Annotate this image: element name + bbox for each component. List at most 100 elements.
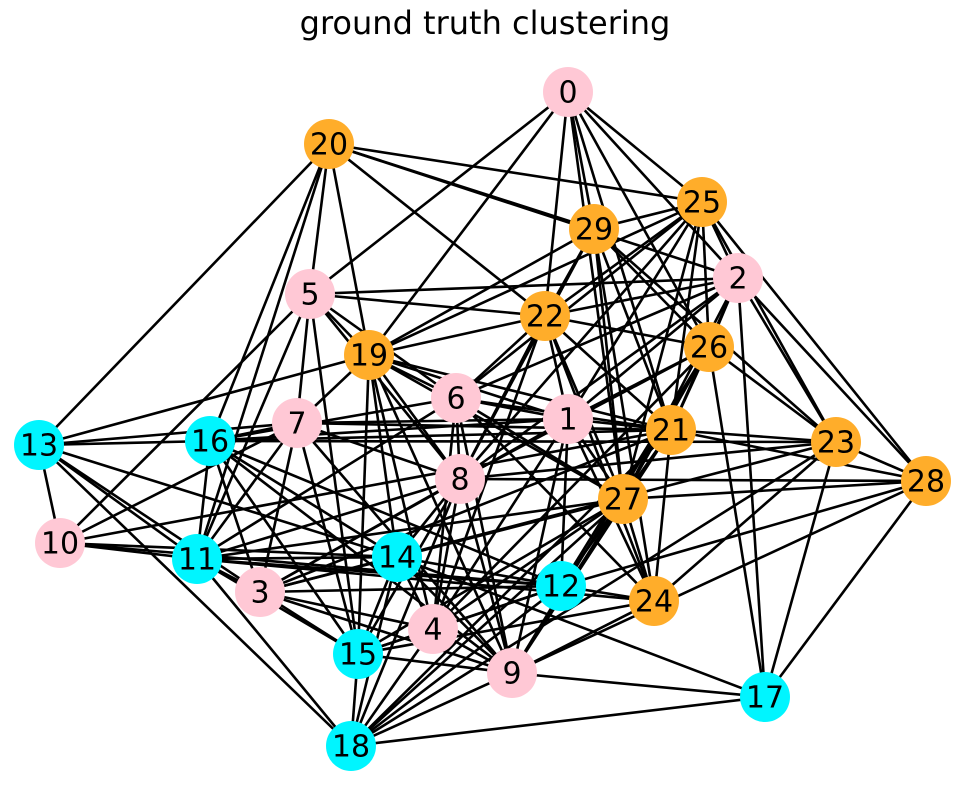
- node-label: 18: [332, 730, 370, 765]
- node-circle: [35, 518, 85, 568]
- edge-20-25: [328, 142, 703, 204]
- node-circle: [435, 454, 485, 504]
- node-12: 12: [536, 561, 586, 611]
- node-label: 11: [178, 543, 216, 578]
- node-label: 13: [20, 429, 58, 464]
- edge-26-23: [708, 345, 837, 444]
- edge-14-27: [396, 497, 624, 559]
- edge-9-18: [350, 671, 513, 748]
- node-label: 7: [287, 407, 306, 442]
- edge-7-8: [296, 421, 461, 481]
- edge-25-19: [368, 200, 703, 357]
- edge-10-21: [59, 428, 672, 545]
- edge-8-9: [458, 478, 514, 674]
- node-label: 3: [250, 576, 269, 611]
- node-13: 13: [14, 420, 64, 470]
- node-circle: [713, 253, 763, 303]
- edge-25-6: [455, 200, 703, 400]
- edge-6-27: [455, 396, 624, 501]
- edge-27-28: [622, 479, 927, 501]
- edge-0-2: [567, 91, 739, 279]
- edge-24-15: [357, 599, 655, 656]
- node-label: 8: [450, 463, 469, 498]
- node-label: 12: [542, 570, 580, 605]
- edge-19-14: [367, 354, 399, 558]
- node-circle: [901, 456, 951, 506]
- edge-7-15: [295, 422, 360, 655]
- edge-17-2: [736, 277, 767, 698]
- edge-2-27: [621, 277, 740, 500]
- edge-12-28: [560, 479, 927, 588]
- node-24: 24: [629, 576, 679, 626]
- edge-1-12: [559, 418, 570, 587]
- node-6: 6: [431, 373, 481, 423]
- node-circle: [431, 373, 481, 423]
- node-label: 6: [446, 382, 465, 417]
- edge-20-11: [195, 143, 331, 560]
- node-19: 19: [344, 330, 394, 380]
- edge-29-27: [592, 228, 625, 500]
- edge-8-4: [431, 478, 462, 630]
- edge-29-24: [592, 228, 656, 602]
- edge-5-8: [308, 293, 462, 480]
- edge-4-27: [432, 497, 624, 631]
- node-label: 22: [526, 300, 564, 335]
- node-label: 23: [817, 426, 855, 461]
- node-1: 1: [543, 394, 593, 444]
- node-circle: [372, 532, 422, 582]
- edge-7-13: [38, 421, 298, 447]
- node-circle: [646, 405, 696, 455]
- edge-8-11: [196, 477, 461, 561]
- node-label: 29: [575, 213, 613, 248]
- node-26: 26: [684, 322, 734, 372]
- edge-7-10: [59, 421, 298, 545]
- edge-20-5: [308, 143, 331, 295]
- edge-17-23: [763, 441, 838, 698]
- node-label: 25: [683, 186, 721, 221]
- node-circle: [740, 672, 790, 722]
- edge-22-26: [544, 314, 710, 349]
- node-29: 29: [569, 204, 619, 254]
- node-25: 25: [677, 177, 727, 227]
- edge-13-16: [38, 439, 211, 447]
- edge-25-28: [700, 201, 928, 482]
- node-7: 7: [272, 398, 322, 448]
- node-label: 1: [558, 403, 577, 438]
- edge-29-21: [592, 228, 673, 431]
- edge-29-19: [368, 227, 595, 357]
- node-circle: [677, 177, 727, 227]
- node-circle: [598, 474, 648, 524]
- node-circle: [14, 420, 64, 470]
- node-28: 28: [901, 456, 951, 506]
- node-label: 2: [728, 262, 747, 297]
- node-circle: [569, 204, 619, 254]
- edge-3-9: [259, 590, 513, 675]
- edge-6-24: [455, 397, 655, 602]
- edge-3-21: [259, 428, 672, 594]
- node-2: 2: [713, 253, 763, 303]
- node-label: 0: [558, 76, 577, 111]
- node-circle: [684, 322, 734, 372]
- node-3: 3: [235, 567, 285, 617]
- node-label: 14: [378, 541, 416, 576]
- node-10: 10: [35, 518, 85, 568]
- node-circle: [235, 567, 285, 617]
- node-circle: [520, 291, 570, 341]
- edge-11-18: [195, 558, 353, 747]
- node-16: 16: [185, 416, 235, 466]
- node-label: 15: [339, 638, 377, 673]
- edge-19-13: [38, 353, 370, 447]
- edge-17-18: [350, 695, 766, 748]
- edge-2-23: [736, 277, 838, 443]
- edge-24-21: [652, 429, 673, 602]
- node-17: 17: [740, 672, 790, 722]
- node-label: 5: [300, 278, 319, 313]
- edge-20-16: [208, 143, 331, 442]
- node-label: 26: [690, 331, 728, 366]
- edge-17-28: [763, 480, 928, 698]
- node-circle: [543, 394, 593, 444]
- edge-9-17: [511, 671, 766, 699]
- node-circle: [811, 417, 861, 467]
- edge-0-5: [309, 90, 569, 296]
